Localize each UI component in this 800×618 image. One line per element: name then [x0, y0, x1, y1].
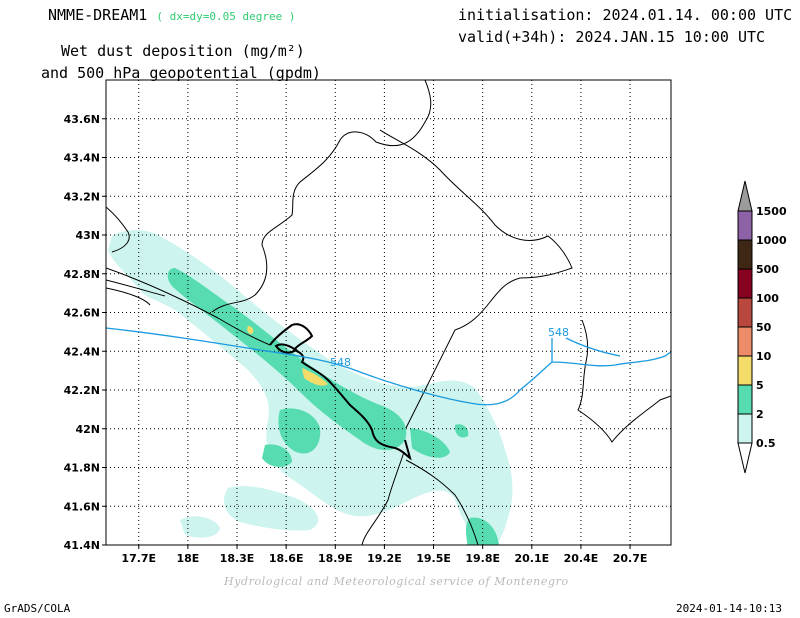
map-layers — [106, 80, 671, 545]
colorbar-label: 1000 — [756, 234, 787, 247]
lat-tick-label: 42.8N — [64, 268, 100, 281]
lat-tick-label: 43.6N — [64, 113, 100, 126]
lon-tick-label: 20.1E — [514, 552, 549, 565]
colorbar-swatch — [737, 326, 753, 357]
lon-tick-label: 18.9E — [318, 552, 353, 565]
longitude-tick-labels: 17.7E 18E 18.3E 18.6E 18.9E 19.2E 19.5E 19.8E 20… — [121, 545, 647, 565]
contour-label: 548 — [330, 356, 351, 369]
lat-tick-label: 42.6N — [64, 307, 100, 320]
geopotential-contour-548 — [106, 327, 671, 406]
colorbar-swatch — [737, 413, 753, 444]
lon-tick-label: 18.6E — [269, 552, 304, 565]
lon-tick-label: 18E — [176, 552, 199, 565]
valid-time: valid(+34h): 2024.JAN.15 10:00 UTC — [458, 28, 766, 46]
deposition-mid-shading — [167, 268, 500, 545]
colorbar-upper-arrow — [737, 180, 753, 212]
colorbar-swatch — [737, 384, 753, 415]
deposition-high-shading — [247, 326, 328, 386]
credit-text: Hydrological and Meteorological service … — [224, 575, 569, 588]
lon-tick-label: 17.7E — [121, 552, 156, 565]
lat-tick-label: 43.2N — [64, 190, 100, 203]
country-borders — [106, 80, 671, 545]
colorbar-swatch — [737, 239, 753, 270]
colorbar-label: 10 — [756, 350, 772, 363]
initialisation-time: initialisation: 2024.01.14. 00:00 UTC — [458, 6, 793, 24]
model-name: NMME-DREAM1 ( dx=dy=0.05 degree ) — [48, 6, 295, 24]
lon-tick-label: 19.5E — [416, 552, 451, 565]
lat-tick-label: 42.4N — [64, 345, 100, 358]
render-timestamp: 2024-01-14-10:13 — [676, 602, 782, 615]
lat-tick-label: 42N — [75, 423, 100, 436]
lon-tick-label: 19.2E — [367, 552, 402, 565]
colorbar-label: 2 — [756, 408, 764, 421]
lat-tick-label: 42.2N — [64, 384, 100, 397]
lon-tick-label: 20.4E — [564, 552, 599, 565]
colorbar-label: 0.5 — [756, 437, 776, 450]
colorbar-legend: 0.5 2 5 10 50 100 500 1000 1500 — [737, 180, 787, 474]
montenegro-coastline — [269, 323, 412, 461]
lon-tick-label: 18.3E — [220, 552, 255, 565]
colorbar-label: 50 — [756, 321, 772, 334]
latitude-tick-labels: 41.4N 41.6N 41.8N 42N 42.2N 42.4N 42.6N 42.8N 43… — [64, 113, 106, 552]
map-title-line2: and 500 hPa geopotential (gpdm) — [41, 64, 321, 82]
colorbar-swatch — [737, 355, 753, 386]
contour-label: 548 — [548, 326, 569, 339]
resolution-label: ( dx=dy=0.05 degree ) — [156, 10, 296, 23]
lat-tick-label: 43N — [75, 229, 100, 242]
colorbar-swatch — [737, 297, 753, 328]
colorbar-swatch — [737, 268, 753, 299]
model-label: NMME-DREAM1 — [48, 6, 148, 24]
colorbar-swatch — [737, 210, 753, 241]
lon-tick-label: 20.7E — [613, 552, 648, 565]
colorbar-label: 500 — [756, 263, 779, 276]
lat-tick-label: 41.4N — [64, 539, 100, 552]
software-label: GrADS/COLA — [4, 602, 71, 615]
map-grid — [106, 80, 671, 545]
lat-tick-label: 43.4N — [64, 152, 100, 165]
lat-tick-label: 41.8N — [64, 462, 100, 475]
lon-tick-label: 19.8E — [465, 552, 500, 565]
colorbar-label: 1500 — [756, 205, 787, 218]
colorbar-lower-arrow — [737, 442, 753, 474]
colorbar-label: 100 — [756, 292, 779, 305]
map-title-line1: Wet dust deposition (mg/m²) — [61, 42, 305, 60]
colorbar-label: 5 — [756, 379, 764, 392]
lat-tick-label: 41.6N — [64, 500, 100, 513]
